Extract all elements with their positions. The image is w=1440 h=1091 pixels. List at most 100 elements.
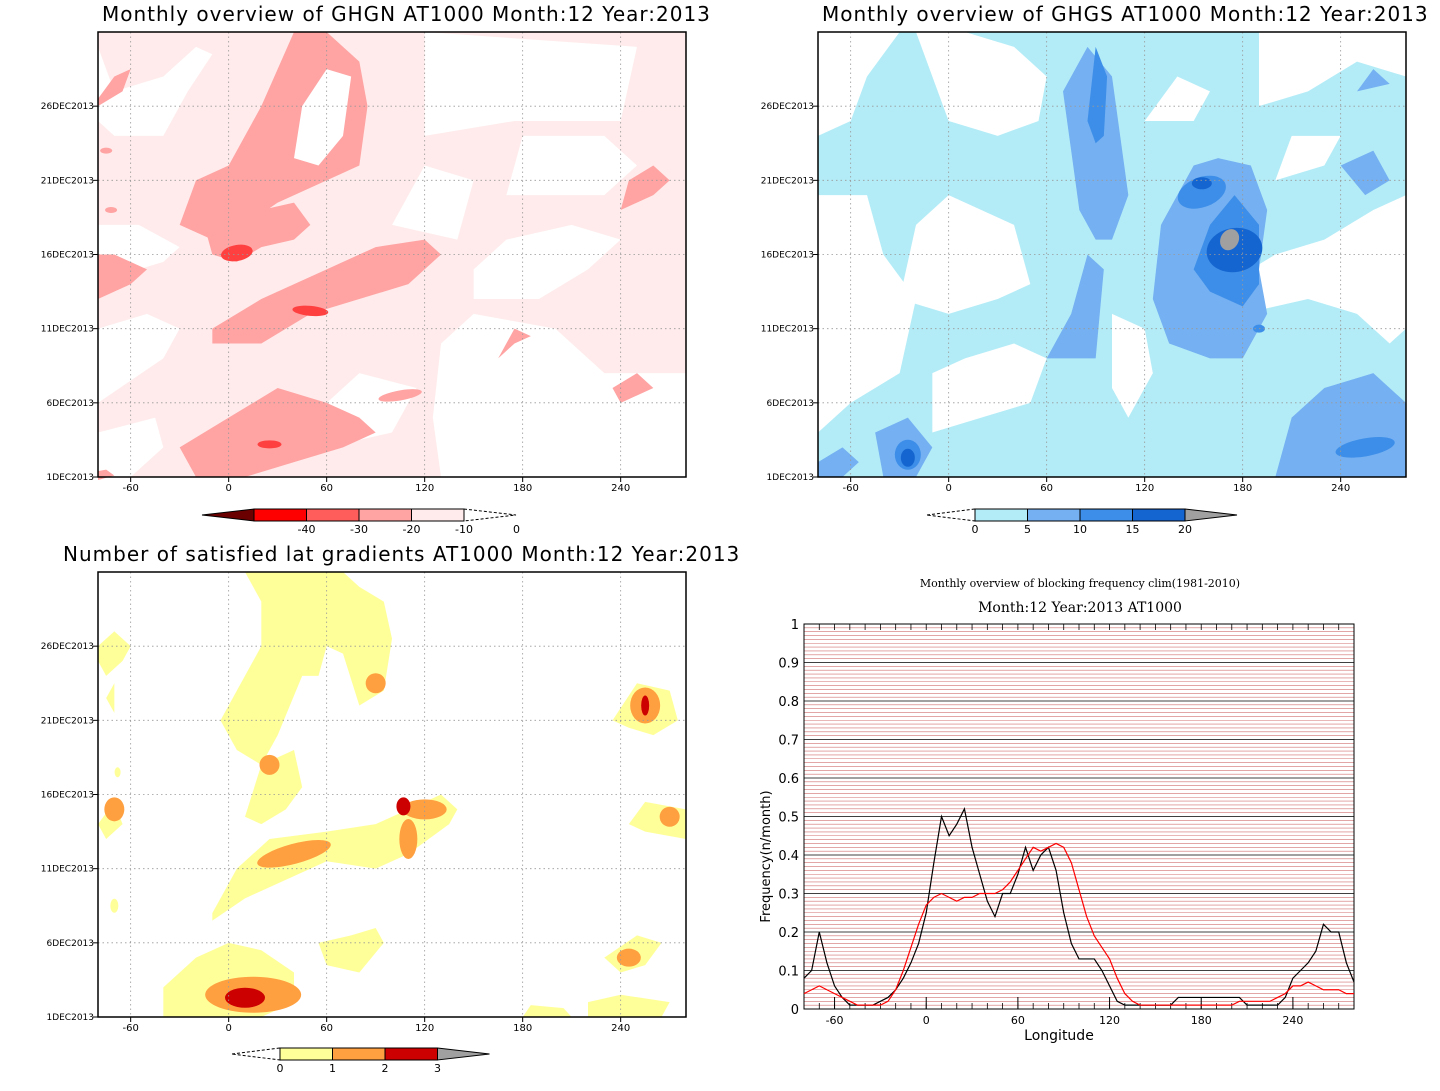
colorbar-triangle-right xyxy=(1184,508,1238,522)
grid xyxy=(804,623,1354,1010)
colorbar-swatch xyxy=(1132,508,1186,522)
colorbar-triangle-left xyxy=(201,508,255,522)
freq-title: Monthly overview of blocking frequency c… xyxy=(919,577,1241,590)
y-tick-label: 21DEC2013 xyxy=(41,176,94,186)
series-line-red xyxy=(803,842,1354,1006)
y-tick-label: 21DEC2013 xyxy=(41,716,94,726)
x-tick-label: 240 xyxy=(611,1023,630,1034)
y-tick-label: 6DEC2013 xyxy=(766,399,814,409)
contour-fill xyxy=(399,819,418,859)
colorbar-swatch xyxy=(1079,508,1133,522)
y-tick-label: 1 xyxy=(791,618,799,633)
y-tick-label: 0.6 xyxy=(778,772,799,787)
contour-fill xyxy=(378,389,422,402)
colorbar-label: 0 xyxy=(972,523,979,536)
colorbar-label: 10 xyxy=(1073,523,1087,536)
contour-fill xyxy=(100,147,113,154)
contour-fill xyxy=(245,750,303,825)
contour-fill xyxy=(365,673,386,694)
panel-nsat: Number of satisfied lat gradients AT1000… xyxy=(0,540,740,1091)
x-tick-label: 0 xyxy=(225,483,231,494)
colorbar: -40 -30 -20 -10 0 xyxy=(201,508,520,536)
x-tick-label: -60 xyxy=(122,483,138,494)
freq-subtitle: Month:12 Year:2013 AT1000 xyxy=(978,600,1182,616)
panel-ghgn: Monthly overview of GHGN AT1000 Month:12… xyxy=(0,0,720,545)
colorbar-triangle-right xyxy=(437,1047,490,1061)
nsat-title: Number of satisfied lat gradients AT1000… xyxy=(63,542,741,566)
contour-fill xyxy=(1335,437,1395,458)
x-tick-label: 180 xyxy=(513,1023,532,1034)
contour-fill xyxy=(1112,313,1153,418)
colorbar-swatch xyxy=(279,1047,333,1061)
colorbar: 0 5 10 15 20 xyxy=(926,508,1238,536)
colorbar-label: 15 xyxy=(1126,523,1140,536)
contour-fill xyxy=(818,447,859,477)
contour-fill xyxy=(105,207,118,213)
contour-fill xyxy=(98,46,213,136)
y-tick-label: 6DEC2013 xyxy=(46,399,94,409)
y-tick-label: 11DEC2013 xyxy=(41,325,94,335)
contour-fill xyxy=(498,328,531,359)
x-tick-label: 240 xyxy=(1331,483,1350,494)
y-tick-label: 1DEC2013 xyxy=(766,473,814,483)
x-tick-label: -60 xyxy=(122,1023,138,1034)
contour-fill xyxy=(1259,32,1406,107)
contour-fill xyxy=(1220,229,1240,251)
y-tick-label: 6DEC2013 xyxy=(46,939,94,949)
x-axis-label: Longitude xyxy=(1024,1028,1094,1044)
colorbar-triangle-left xyxy=(926,508,976,522)
contour-fill xyxy=(212,239,441,344)
contour-fill xyxy=(1063,46,1129,240)
colorbar-label: -10 xyxy=(455,523,473,536)
freq-line-chart: -60 0 60 120 180 240 0 0.1 0.2 0.3 0.4 0.5 0.6 0.7 0.8… xyxy=(759,618,1355,1044)
x-tick-label: 120 xyxy=(415,1023,434,1034)
ghgn-heatmap: -60 0 60 120 180 240 1DEC2013 6DEC2013 11DEC2013… xyxy=(41,31,687,536)
contour-fill xyxy=(259,754,280,775)
contour-fill xyxy=(612,373,654,403)
contour-fill xyxy=(98,69,131,107)
contour-fill xyxy=(1275,135,1341,181)
contour-fill xyxy=(392,165,474,240)
colorbar: 0 1 2 3 xyxy=(231,1047,490,1075)
colorbar-swatch xyxy=(306,508,360,522)
colorbar-label: 3 xyxy=(434,1062,441,1075)
panel-ghgs: Monthly overview of GHGS AT1000 Month:12… xyxy=(720,0,1440,545)
ghgn-title: Monthly overview of GHGN AT1000 Month:12… xyxy=(102,2,711,26)
colorbar-swatch xyxy=(332,1047,386,1061)
contour-fill xyxy=(818,195,916,433)
y-tick-label: 26DEC2013 xyxy=(41,102,94,112)
colorbar-triangle-left xyxy=(231,1047,281,1061)
contour-fill xyxy=(1177,175,1226,209)
y-tick-label: 0.9 xyxy=(778,657,799,672)
contour-fill xyxy=(98,631,131,676)
contour-fills xyxy=(818,32,1406,477)
contour-fill xyxy=(900,448,915,467)
x-tick-label: 180 xyxy=(513,483,532,494)
y-tick-label: 26DEC2013 xyxy=(41,642,94,652)
contour-fill xyxy=(588,994,670,1017)
y-tick-label: 0.7 xyxy=(778,734,799,749)
series-line-black xyxy=(803,806,1355,1006)
contour-fill xyxy=(620,165,670,210)
x-tick-label: -60 xyxy=(842,483,858,494)
contour-fill xyxy=(294,69,352,166)
x-tick-label: 60 xyxy=(320,483,333,494)
contour-fill xyxy=(402,799,447,820)
contour-fill xyxy=(616,948,641,967)
x-tick-label: 180 xyxy=(1233,483,1252,494)
x-tick-label: 240 xyxy=(611,483,630,494)
contour-fill xyxy=(98,313,180,403)
y-axis-label: Frequency(n/month) xyxy=(759,790,774,922)
colorbar-label: 20 xyxy=(1178,523,1192,536)
contour-fill xyxy=(257,440,282,449)
y-tick-label: 11DEC2013 xyxy=(41,865,94,875)
colorbar-label: 5 xyxy=(1024,523,1031,536)
y-tick-label: 21DEC2013 xyxy=(761,176,814,186)
contour-fill xyxy=(1357,69,1390,92)
contour-fill xyxy=(432,313,686,477)
contour-fill xyxy=(104,797,125,822)
contour-fill xyxy=(292,305,329,317)
x-tick-label: 60 xyxy=(1011,1014,1025,1027)
contour-fill xyxy=(1087,46,1108,144)
colorbar-label: 2 xyxy=(382,1062,389,1075)
